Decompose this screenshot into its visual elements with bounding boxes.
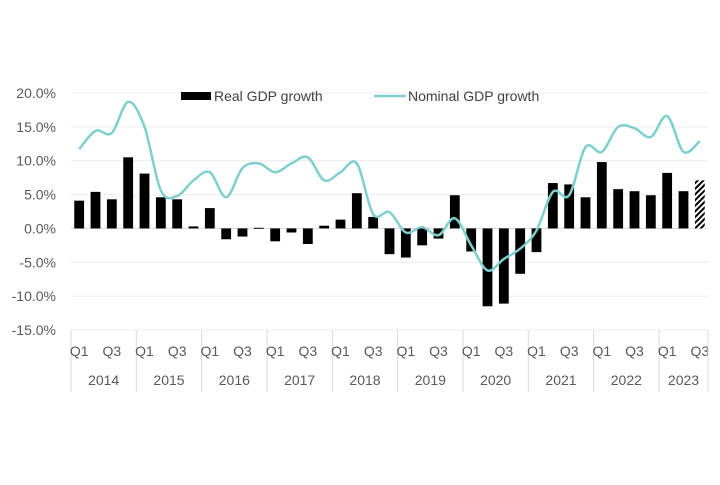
bar-real-gdp bbox=[172, 199, 183, 229]
legend: Real GDP growth Nominal GDP growth bbox=[181, 88, 539, 104]
bar-real-gdp bbox=[204, 208, 215, 229]
bar-real-gdp bbox=[123, 157, 134, 229]
bar-real-gdp bbox=[645, 195, 656, 229]
bar-real-gdp bbox=[531, 228, 542, 253]
bar-real-gdp bbox=[139, 173, 150, 229]
bar-real-gdp bbox=[188, 226, 199, 229]
x-tick-year-label: 2016 bbox=[219, 372, 250, 388]
x-tick-quarter-label: Q3 bbox=[168, 343, 187, 359]
bar-real-gdp bbox=[678, 191, 689, 229]
bar-real-gdp bbox=[253, 227, 264, 229]
bar-real-gdp bbox=[515, 228, 526, 274]
bar-real-gdp bbox=[613, 189, 624, 229]
x-tick-quarter-label: Q1 bbox=[592, 343, 611, 359]
x-tick-year-label: 2019 bbox=[415, 372, 446, 388]
bar-real-gdp bbox=[90, 191, 101, 229]
bar-real-gdp bbox=[694, 180, 705, 229]
legend-label-real-gdp: Real GDP growth bbox=[214, 88, 323, 104]
x-tick-year-label: 2020 bbox=[480, 372, 511, 388]
x-tick-quarter-label: Q1 bbox=[527, 343, 546, 359]
bar-real-gdp bbox=[482, 228, 493, 307]
bar-real-gdp bbox=[319, 225, 330, 229]
y-tick-label: 10.0% bbox=[16, 153, 56, 169]
x-tick-year-label: 2022 bbox=[611, 372, 642, 388]
x-tick-quarter-label: Q3 bbox=[625, 343, 644, 359]
x-tick-quarter-label: Q1 bbox=[70, 343, 89, 359]
x-tick-quarter-label: Q3 bbox=[233, 343, 252, 359]
bar-real-gdp bbox=[155, 197, 166, 229]
bar-real-gdp bbox=[596, 162, 607, 229]
bar-real-gdp bbox=[466, 228, 477, 252]
x-tick-quarter-label: Q3 bbox=[494, 343, 513, 359]
bar-real-gdp bbox=[498, 228, 509, 304]
bar-real-gdp bbox=[221, 228, 232, 240]
y-tick-label: -5.0% bbox=[19, 254, 56, 270]
bar-real-gdp bbox=[237, 228, 248, 237]
y-tick-label: 0.0% bbox=[24, 220, 56, 236]
x-tick-quarter-label: Q1 bbox=[658, 343, 677, 359]
bar-real-gdp bbox=[270, 228, 281, 242]
bar-real-gdp bbox=[547, 183, 558, 229]
x-tick-quarter-label: Q3 bbox=[364, 343, 383, 359]
bar-real-gdp bbox=[335, 219, 346, 229]
bar-real-gdp bbox=[368, 216, 379, 229]
bar-real-gdp bbox=[629, 191, 640, 229]
x-tick-quarter-label: Q1 bbox=[200, 343, 219, 359]
x-tick-year-label: 2015 bbox=[153, 372, 184, 388]
y-tick-label: 20.0% bbox=[16, 85, 56, 101]
x-tick-year-label: 2017 bbox=[284, 372, 315, 388]
x-tick-year-label: 2023 bbox=[668, 372, 699, 388]
bar-real-gdp bbox=[74, 200, 85, 229]
y-tick-label: -15.0% bbox=[12, 322, 56, 338]
real-gdp-bars bbox=[74, 157, 705, 307]
bar-real-gdp bbox=[433, 228, 444, 239]
bar-real-gdp bbox=[302, 228, 313, 245]
bar-real-gdp bbox=[580, 197, 591, 229]
legend-swatch-real-gdp bbox=[181, 92, 211, 100]
x-tick-quarter-label: Q3 bbox=[560, 343, 579, 359]
y-tick-label: -10.0% bbox=[12, 288, 56, 304]
bar-real-gdp bbox=[449, 195, 460, 229]
y-tick-label: 15.0% bbox=[16, 119, 56, 135]
bar-real-gdp bbox=[106, 199, 117, 229]
x-tick-quarter-label: Q3 bbox=[690, 343, 709, 359]
gridlines bbox=[71, 92, 708, 331]
bar-real-gdp bbox=[286, 228, 297, 233]
x-tick-year-label: 2021 bbox=[545, 372, 576, 388]
bar-real-gdp bbox=[384, 228, 395, 255]
nominal-gdp-line-group bbox=[78, 100, 701, 272]
x-tick-quarter-label: Q1 bbox=[331, 343, 350, 359]
x-tick-quarter-label: Q3 bbox=[429, 343, 448, 359]
y-axis: -15.0% -10.0% -5.0% 0.0% 5.0% 10.0% 15.0% 20.0% bbox=[12, 85, 56, 338]
x-tick-quarter-label: Q3 bbox=[102, 343, 121, 359]
nominal-gdp-line bbox=[78, 100, 701, 272]
bar-real-gdp bbox=[400, 228, 411, 258]
x-tick-quarter-label: Q1 bbox=[462, 343, 481, 359]
x-tick-year-label: 2018 bbox=[349, 372, 380, 388]
bar-real-gdp bbox=[662, 172, 673, 229]
x-tick-quarter-label: Q1 bbox=[266, 343, 285, 359]
bar-real-gdp bbox=[351, 193, 362, 229]
x-tick-quarter-label: Q3 bbox=[298, 343, 317, 359]
bar-real-gdp bbox=[417, 228, 428, 246]
legend-label-nominal-gdp: Nominal GDP growth bbox=[408, 88, 539, 104]
bar-real-gdp bbox=[564, 184, 575, 229]
x-tick-quarter-label: Q1 bbox=[396, 343, 415, 359]
x-tick-quarter-label: Q1 bbox=[135, 343, 154, 359]
x-tick-year-label: 2014 bbox=[88, 372, 119, 388]
y-tick-label: 5.0% bbox=[24, 187, 56, 203]
